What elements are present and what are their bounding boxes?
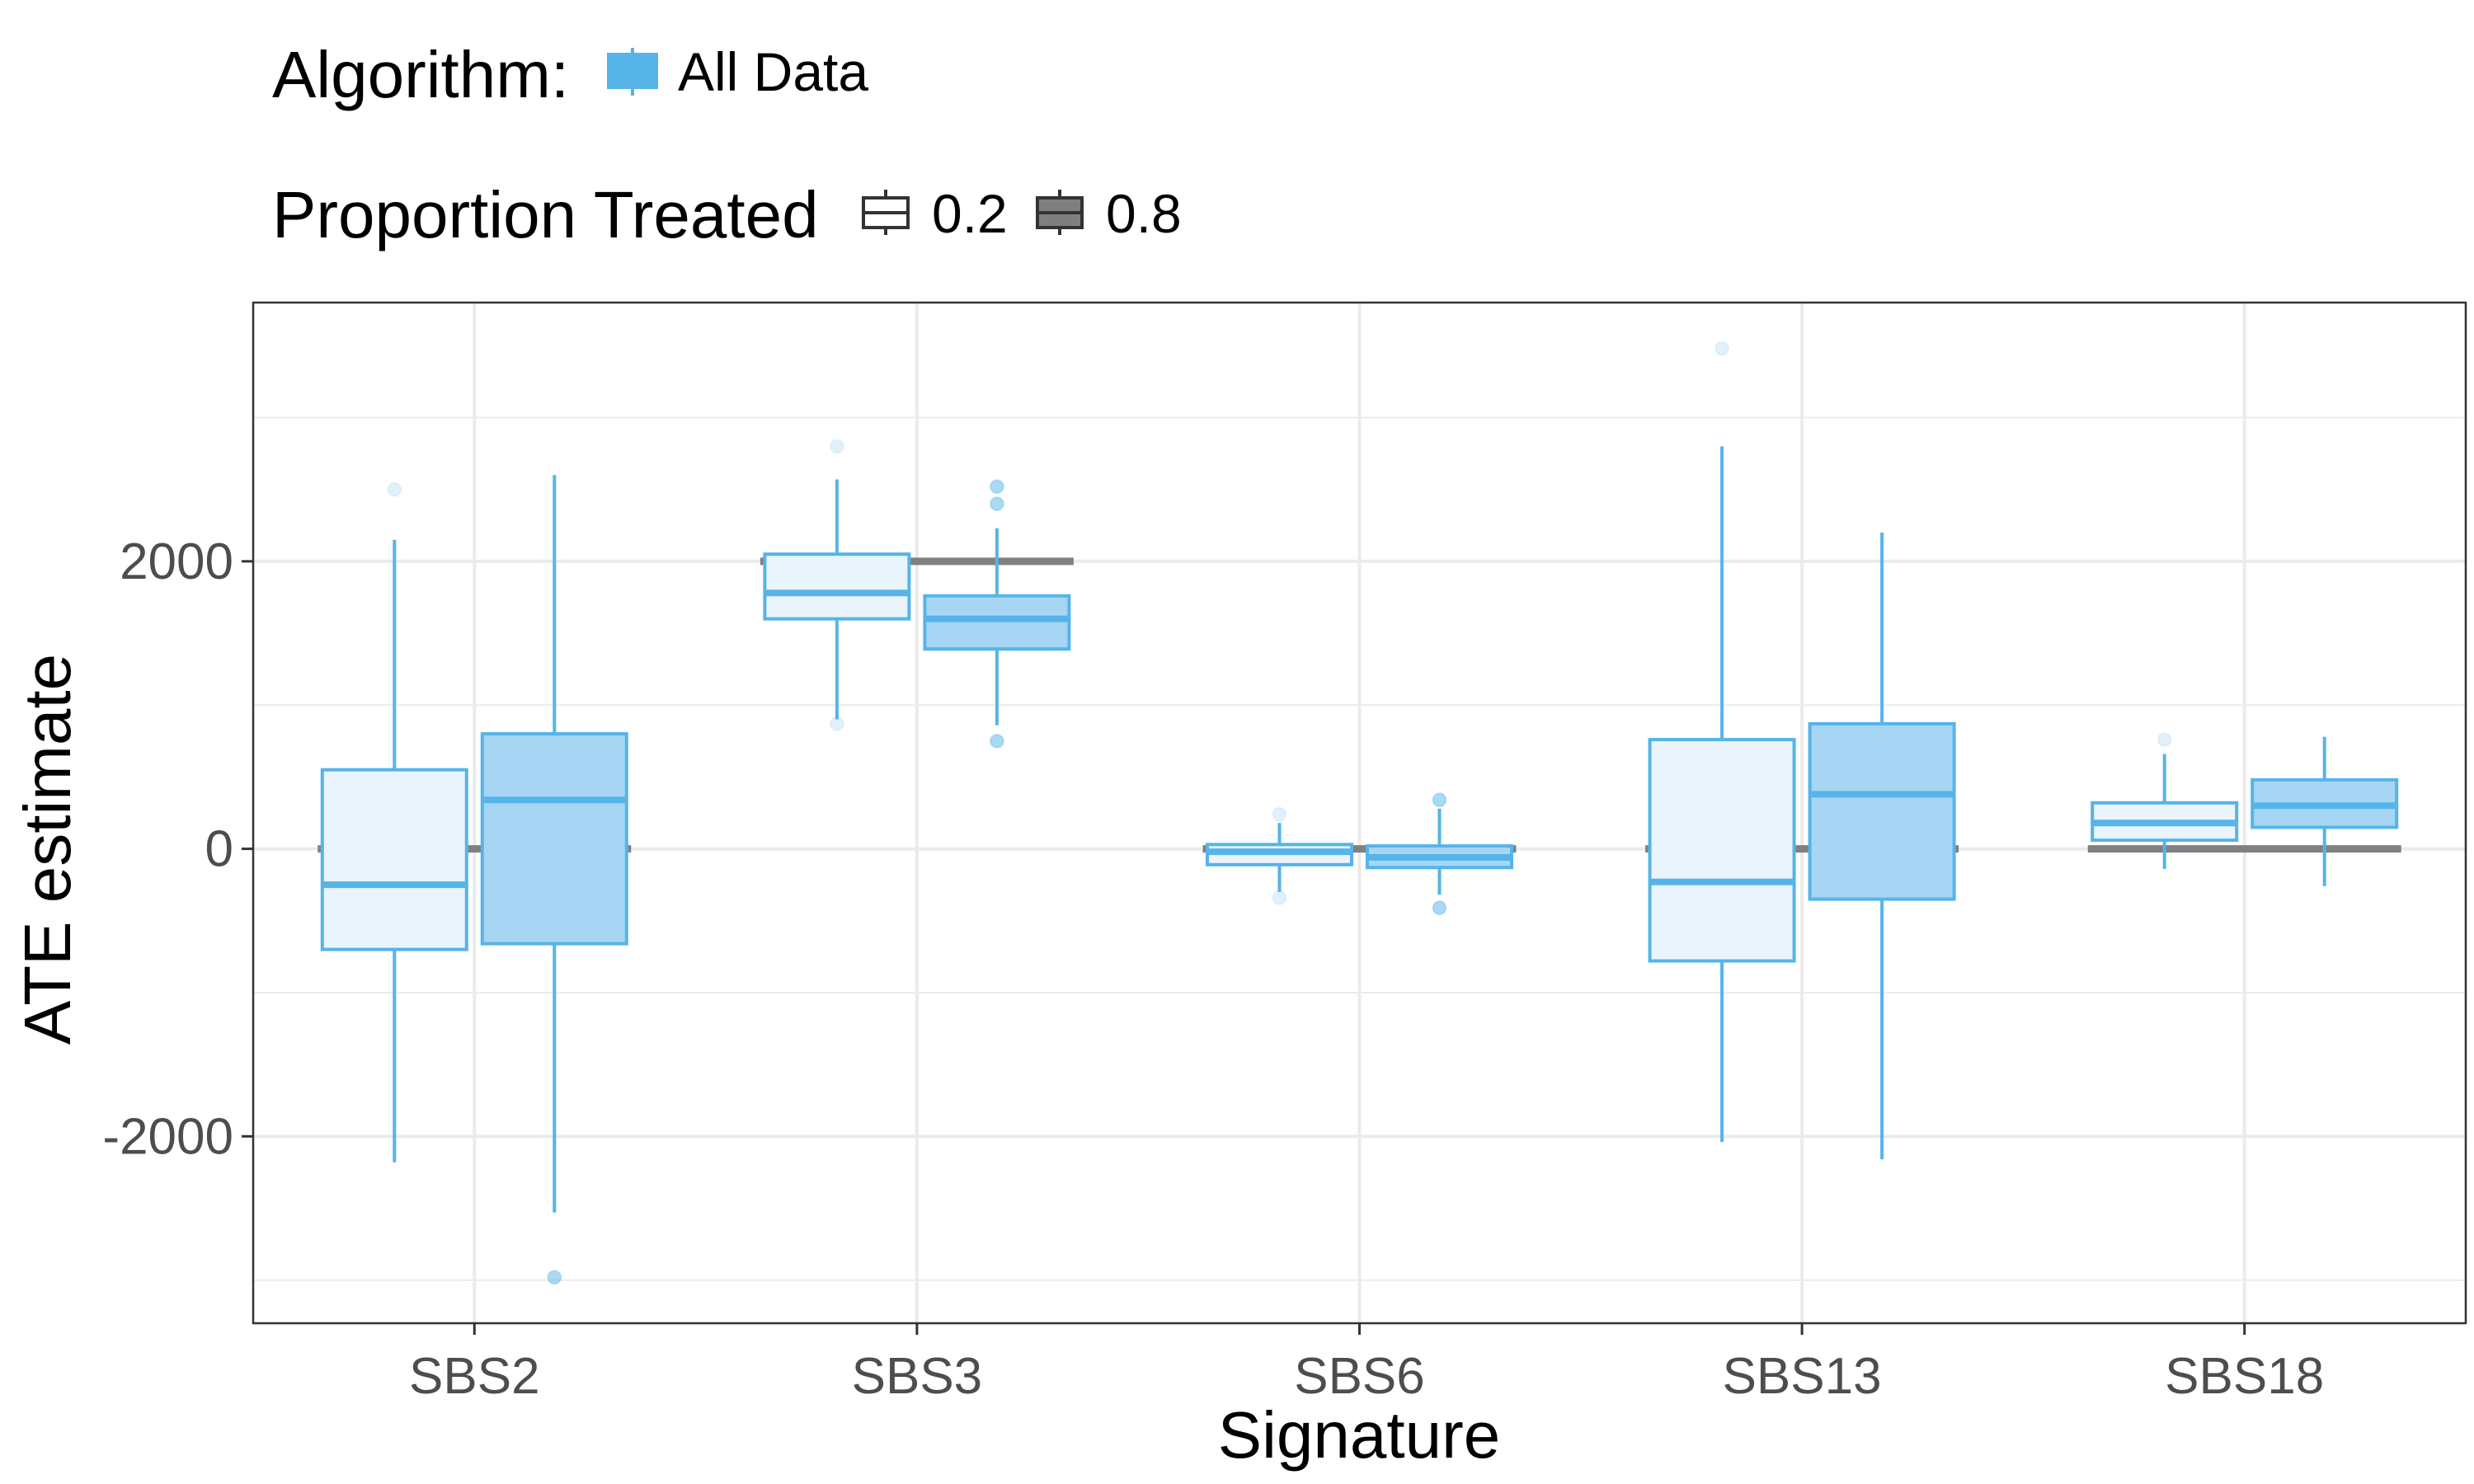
outlier-point bbox=[829, 439, 844, 454]
box-iqr bbox=[320, 768, 468, 951]
legend-key-0-2 bbox=[862, 190, 910, 235]
boxplot-sbs18-0-8 bbox=[2251, 736, 2399, 886]
boxplot-sbs13-0-2 bbox=[1648, 340, 1796, 1143]
x-tick-label-sbs18: SBS18 bbox=[2165, 1348, 2324, 1405]
outlier-point bbox=[1432, 792, 1447, 808]
outlier-point bbox=[829, 716, 844, 731]
boxplot-sbs3-0-2 bbox=[763, 439, 911, 731]
boxplot-sbs13-0-8 bbox=[1808, 532, 1956, 1160]
boxplots bbox=[320, 340, 2399, 1285]
x-tick-label-sbs3: SBS3 bbox=[852, 1348, 983, 1405]
outlier-point bbox=[1432, 900, 1447, 916]
x-tick-label-sbs13: SBS13 bbox=[1723, 1348, 1882, 1405]
boxplot-sbs6-0-8 bbox=[1366, 792, 1513, 916]
outlier-point bbox=[1272, 806, 1287, 822]
outlier-point bbox=[547, 1270, 562, 1285]
box-iqr bbox=[763, 552, 911, 621]
box-iqr bbox=[480, 732, 628, 946]
outlier-point bbox=[989, 733, 1004, 749]
x-axis: SBS2 SBS3 SBS6 SBS13 SBS18 bbox=[409, 1323, 2324, 1405]
legend-proportion-label-0-2: 0.2 bbox=[932, 183, 1008, 244]
x-tick-label-sbs6: SBS6 bbox=[1294, 1348, 1425, 1405]
y-axis: -2000 0 2000 bbox=[102, 533, 253, 1165]
y-tick-label: 0 bbox=[205, 821, 233, 878]
legend-algorithm-label: All Data bbox=[678, 41, 868, 102]
box-iqr bbox=[923, 594, 1071, 651]
y-tick-label: 2000 bbox=[120, 533, 233, 590]
boxplot-sbs6-0-2 bbox=[1206, 806, 1353, 905]
box-iqr bbox=[1648, 738, 1796, 963]
boxplot-sbs18-0-2 bbox=[2091, 732, 2239, 870]
legend-proportion: Proportion Treated 0.2 0.8 bbox=[272, 178, 1182, 251]
outlier-point bbox=[1272, 890, 1287, 905]
outlier-point bbox=[2157, 732, 2172, 748]
x-tick-label-sbs2: SBS2 bbox=[409, 1348, 540, 1405]
x-axis-title: Signature bbox=[1218, 1398, 1500, 1472]
legend-algorithm-key bbox=[607, 48, 658, 96]
boxplot-sbs2-0-8 bbox=[480, 475, 628, 1285]
y-axis-title: ATE estimate bbox=[11, 654, 84, 1045]
outlier-point bbox=[989, 479, 1004, 495]
outlier-point bbox=[989, 496, 1004, 512]
outlier-point bbox=[387, 481, 402, 497]
boxplot-sbs3-0-8 bbox=[923, 479, 1071, 749]
y-tick-label: -2000 bbox=[102, 1108, 233, 1165]
legend-algorithm: Algorithm: All Data bbox=[272, 38, 868, 111]
legend-proportion-title: Proportion Treated bbox=[272, 178, 819, 251]
legend-algorithm-title: Algorithm: bbox=[272, 38, 569, 111]
boxplot-sbs2-0-2 bbox=[320, 481, 468, 1162]
outlier-point bbox=[1714, 340, 1730, 356]
legend-key-0-8 bbox=[1036, 190, 1084, 235]
legend-proportion-label-0-8: 0.8 bbox=[1106, 183, 1182, 244]
box-iqr bbox=[1808, 721, 1956, 901]
